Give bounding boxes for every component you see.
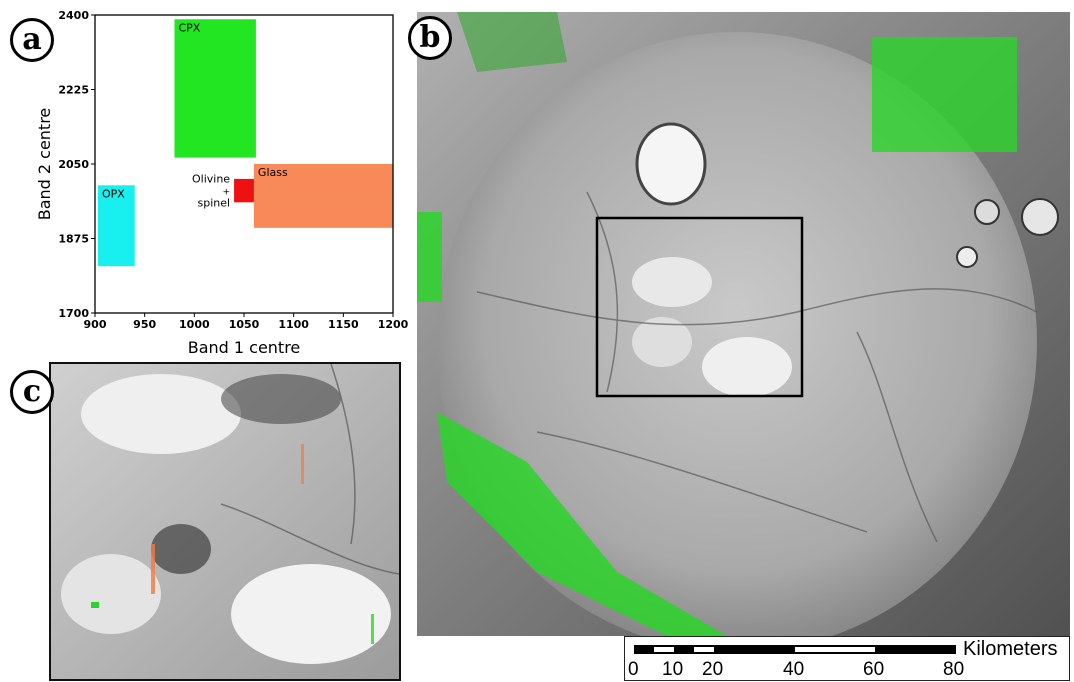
- scale-bar-graphic: [634, 645, 956, 654]
- x-tick-label: 900: [84, 318, 107, 331]
- scale-bar-tick-80: 80: [943, 659, 965, 680]
- inset-color-speckles: [91, 444, 374, 644]
- scale-bar: Kilometers 0 10 20 40 60 80: [624, 636, 1070, 681]
- inset-rilles: [220, 364, 399, 575]
- region-label-olivine-spinel-1: +: [223, 188, 231, 198]
- region-glass: [253, 164, 393, 228]
- x-tick-label: 1000: [179, 318, 210, 331]
- region-label-cpx: CPX: [178, 21, 200, 34]
- y-tick-label: 1875: [58, 233, 89, 246]
- panel-label-c: c: [10, 370, 54, 414]
- map-image-c: [49, 362, 401, 681]
- region-cpx: [174, 19, 256, 158]
- inset-peaks: [61, 374, 391, 664]
- panel-label-b: b: [408, 16, 452, 60]
- inset-box: [595, 216, 804, 398]
- region-label-olivine-spinel-0: Olivine: [192, 173, 230, 186]
- region-olivine-spinel: [234, 178, 254, 203]
- scale-bar-tick-0: 0: [628, 659, 639, 680]
- map-image-b: [417, 12, 1070, 636]
- panel-label-a-text: a: [22, 22, 42, 57]
- x-tick-label: 1050: [229, 318, 260, 331]
- rilles: [476, 191, 1038, 543]
- scale-bar-tick-20: 20: [702, 659, 724, 680]
- y-axis-label: Band 2 centre: [35, 108, 54, 221]
- region-label-glass: Glass: [258, 166, 288, 179]
- panel-label-a: a: [10, 18, 54, 62]
- region-label-olivine-spinel-2: spinel: [197, 197, 230, 210]
- band-centre-chart: CPX OPX Glass Olivine +spinel 900 950 1000 1050 1…: [35, 9, 409, 357]
- scale-bar-tick-60: 60: [863, 659, 885, 680]
- y-tick-label: 2400: [58, 9, 89, 22]
- panel-label-c-text: c: [22, 374, 42, 409]
- central-peaks: [632, 257, 792, 397]
- green-anomaly-streaks: [417, 12, 1017, 636]
- craters: [635, 122, 1059, 268]
- scale-bar-tick-40: 40: [783, 659, 805, 680]
- x-tick-label: 1200: [378, 318, 409, 331]
- y-tick-label: 2050: [58, 158, 89, 171]
- panel-label-b-text: b: [419, 20, 441, 55]
- x-tick-label: 950: [133, 318, 156, 331]
- y-tick-label: 2225: [58, 84, 89, 97]
- crater-floor: [437, 32, 1037, 636]
- scale-bar-title: Kilometers: [963, 638, 1058, 660]
- scale-bar-tick-10: 10: [662, 659, 684, 680]
- x-tick-label: 1150: [328, 318, 359, 331]
- map-b-svg: [417, 12, 1070, 636]
- x-axis-label: Band 1 centre: [188, 338, 301, 357]
- map-c-svg: [51, 364, 399, 679]
- y-tick-label: 1700: [58, 307, 89, 320]
- region-opx: [97, 185, 135, 267]
- region-label-opx: OPX: [102, 187, 125, 200]
- x-tick-label: 1100: [278, 318, 309, 331]
